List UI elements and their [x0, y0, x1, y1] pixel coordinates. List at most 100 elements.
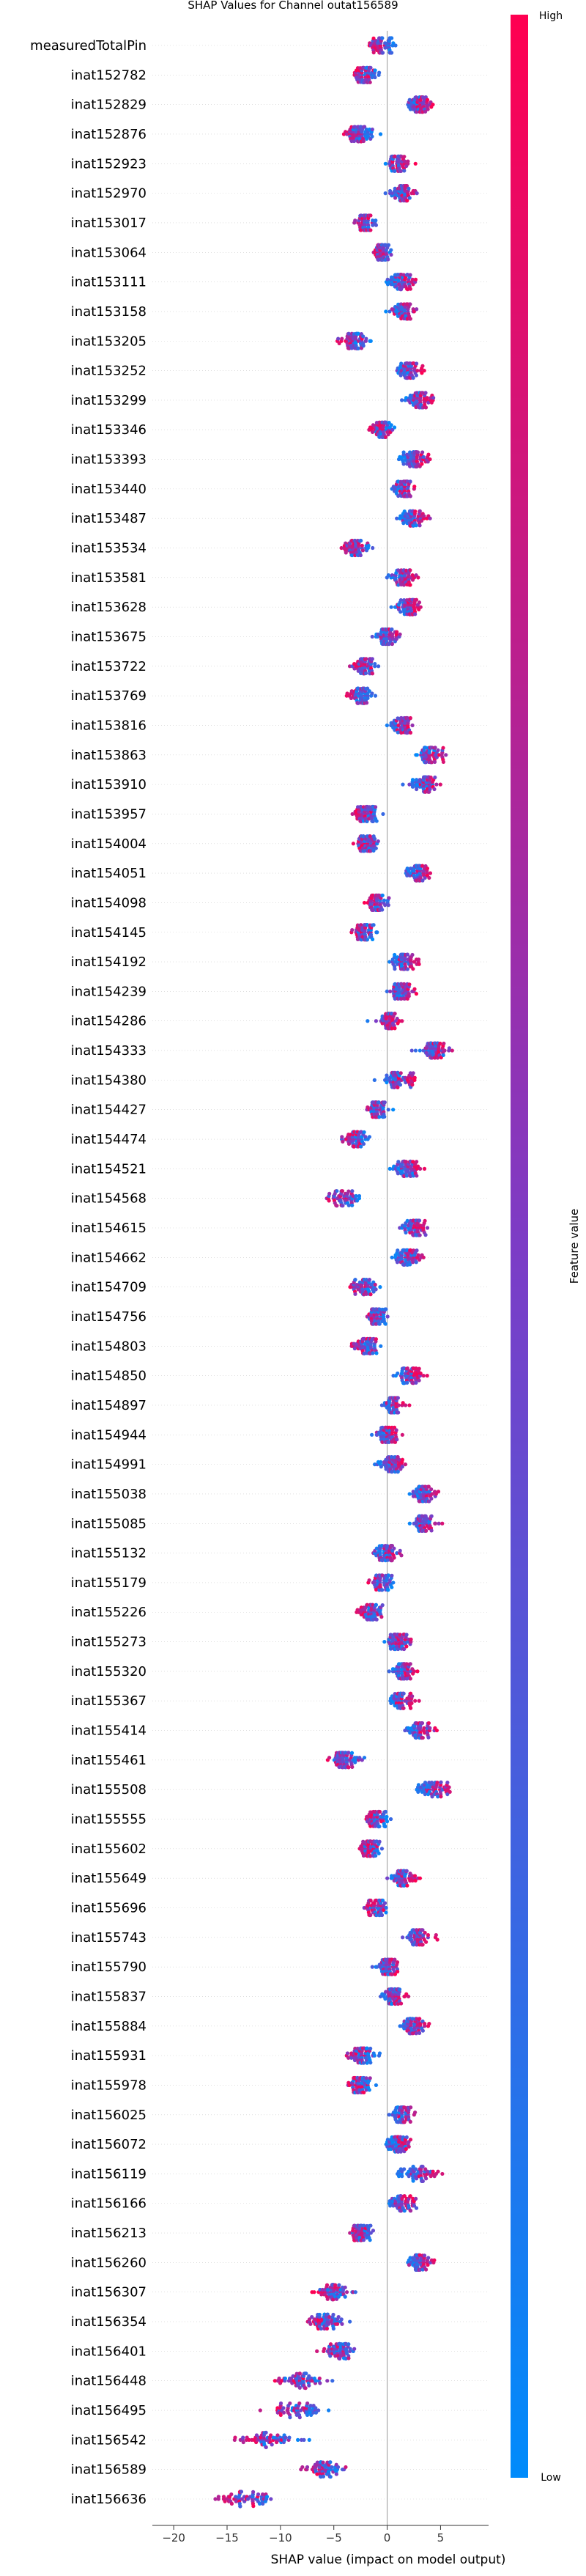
shap-point [433, 746, 437, 749]
shap-point [398, 610, 402, 614]
shap-point [409, 2209, 412, 2212]
feature-label: inat156213 [71, 2226, 146, 2241]
feature-label: inat155978 [71, 2078, 146, 2093]
shap-point [396, 1248, 399, 1252]
shap-point [410, 1048, 414, 1052]
shap-point [422, 1256, 426, 1259]
shap-point [401, 1465, 404, 1468]
shap-point [378, 2051, 382, 2055]
shap-point [390, 628, 393, 631]
shap-point [420, 1721, 424, 1725]
shap-point [383, 1901, 387, 1905]
shap-point [415, 1260, 418, 1264]
shap-point [364, 657, 368, 660]
shap-point [435, 1781, 439, 1784]
shap-point [415, 523, 418, 527]
shap-point [440, 1522, 444, 1526]
feature-guides [152, 45, 489, 2499]
shap-point [315, 2349, 319, 2353]
feature-label: inat152829 [71, 97, 146, 113]
shap-point [395, 1428, 398, 1432]
shap-point [371, 671, 374, 675]
shap-point [362, 344, 366, 347]
shap-point [397, 1403, 401, 1407]
shap-point [420, 364, 424, 368]
feature-label: inat154004 [71, 836, 146, 852]
shap-point [410, 1083, 414, 1086]
shap-point [408, 1522, 412, 1526]
shap-point [259, 2408, 262, 2412]
feature-label: inat153205 [71, 334, 146, 349]
shap-point [373, 837, 377, 841]
shap-point [319, 2327, 323, 2330]
shap-point [384, 1910, 387, 1914]
feature-label: inat156119 [71, 2166, 146, 2182]
feature-label: inat155273 [71, 1635, 146, 1650]
shap-point [390, 1586, 393, 1589]
shap-point [405, 1884, 409, 1888]
shap-point [361, 548, 365, 552]
shap-point [408, 583, 412, 586]
shap-point [367, 544, 371, 548]
shap-point [405, 2135, 409, 2139]
shap-point [410, 1694, 414, 1698]
feature-label: inat154897 [71, 1398, 146, 1413]
feature-label: inat155320 [71, 1664, 146, 1679]
shap-point [349, 2347, 352, 2351]
shap-point [441, 746, 445, 750]
shap-point [402, 169, 406, 172]
shap-point [389, 248, 393, 251]
feature-label: inat154239 [71, 984, 146, 999]
feature-label: inat152970 [71, 186, 146, 202]
shap-point [412, 485, 416, 488]
shap-point [406, 967, 409, 971]
shap-point [396, 1396, 400, 1399]
shap-point [413, 1874, 417, 1877]
shap-point [392, 1547, 396, 1550]
shap-point [364, 336, 368, 340]
shap-point [344, 2295, 347, 2299]
shap-point [308, 2322, 312, 2326]
shap-point [368, 1135, 371, 1138]
feature-label: inat153863 [71, 748, 146, 763]
shap-point [371, 2229, 375, 2232]
shap-point [409, 1662, 412, 1666]
shap-point [420, 450, 424, 454]
shap-point [340, 1135, 344, 1138]
shap-point [427, 876, 431, 880]
shap-point [423, 1233, 427, 1237]
shap-point [386, 1314, 390, 1318]
chart-title: SHAP Values for Channel outat156589 [188, 0, 398, 12]
shap-point [374, 847, 378, 850]
feature-label: inat154662 [71, 1250, 146, 1265]
shap-point [341, 1204, 344, 1207]
shap-point [412, 1669, 416, 1673]
shap-point [415, 373, 418, 377]
shap-point [371, 938, 374, 941]
shap-point [377, 71, 381, 75]
shap-point [431, 2170, 435, 2174]
shap-point [374, 805, 377, 809]
shap-point [400, 398, 404, 402]
shap-point [331, 2313, 335, 2316]
feature-label: inat156589 [71, 2462, 146, 2478]
feature-label: inat156448 [71, 2374, 146, 2389]
shap-point [386, 257, 390, 261]
shap-point [374, 694, 377, 698]
shap-point [385, 1877, 389, 1880]
shap-point [414, 1381, 418, 1385]
shap-point [423, 369, 426, 372]
shap-point [283, 2377, 287, 2380]
shap-point [333, 2284, 337, 2287]
shap-point [393, 1026, 396, 1030]
feature-label: measuredTotalPin [30, 38, 146, 54]
shap-point [407, 982, 411, 986]
shap-point [362, 139, 366, 143]
shap-point [373, 76, 377, 79]
shap-point [336, 336, 340, 340]
shap-point [409, 2105, 412, 2109]
shap-point [367, 1578, 371, 1582]
shap-point [434, 1522, 437, 1526]
shap-point [416, 575, 420, 579]
